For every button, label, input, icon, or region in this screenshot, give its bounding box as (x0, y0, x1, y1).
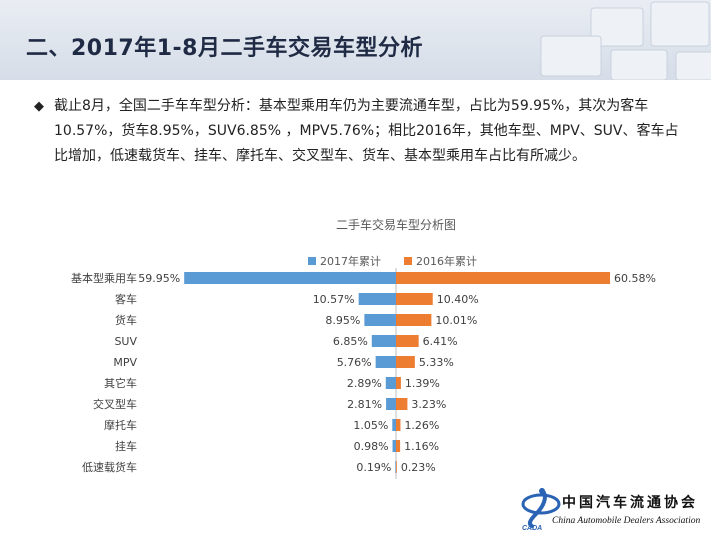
bar-2017-5 (385, 377, 396, 389)
data-label-2017-7: 1.05% (353, 419, 388, 432)
data-label-2016-8: 1.16% (404, 440, 439, 453)
data-label-2017-3: 6.85% (333, 335, 368, 348)
chart-title: 二手车交易车型分析图 (336, 217, 456, 232)
category-label-7: 摩托车 (104, 418, 137, 432)
cada-emblem-icon: CADA (521, 488, 561, 532)
bullet-diamond-icon: ◆ (34, 99, 44, 114)
legend-label-0: 2017年累计 (320, 254, 381, 268)
data-label-2016-0: 60.58% (614, 272, 656, 285)
category-label-6: 交叉型车 (93, 397, 137, 411)
header-banner: 二、2017年1-8月二手车交易车型分析 (0, 0, 711, 80)
data-label-2017-8: 0.98% (354, 440, 389, 453)
data-label-2016-7: 1.26% (404, 419, 439, 432)
data-label-2016-3: 6.41% (423, 335, 458, 348)
logo-name-cn: 中国汽车流通协会 (562, 495, 698, 511)
bar-2017-0 (184, 272, 396, 284)
legend-swatch-0 (308, 257, 316, 265)
svg-text:CADA: CADA (522, 525, 542, 532)
data-label-2016-5: 1.39% (405, 377, 440, 390)
bar-2016-1 (396, 293, 433, 305)
bar-2017-9 (395, 461, 396, 473)
bar-2016-4 (396, 356, 415, 368)
category-label-0: 基本型乘用车 (71, 271, 137, 285)
category-label-1: 客车 (115, 292, 137, 306)
legend-swatch-1 (404, 257, 412, 265)
data-label-2017-9: 0.19% (356, 461, 391, 474)
bar-2016-0 (396, 272, 611, 284)
data-label-2017-6: 2.81% (347, 398, 382, 411)
bar-2016-9 (396, 461, 397, 473)
data-label-2017-2: 8.95% (325, 314, 360, 327)
data-label-2016-1: 10.40% (437, 293, 479, 306)
butterfly-bar-chart: 二手车交易车型分析图 2017年累计 2016年累计 基本型乘用车 59.95% 60… (71, 217, 656, 479)
logo-name-en: China Automobile Dealers Association (552, 516, 701, 526)
bar-2017-3 (371, 335, 396, 347)
data-label-2017-4: 5.76% (337, 356, 372, 369)
category-label-5: 其它车 (104, 376, 137, 390)
header-decoration (540, 1, 711, 80)
category-label-4: MPV (113, 356, 137, 369)
bar-2016-7 (396, 419, 401, 431)
data-label-2017-0: 59.95% (138, 272, 180, 285)
bar-2017-7 (392, 419, 396, 431)
legend-label-1: 2016年累计 (416, 254, 477, 268)
data-label-2016-2: 10.01% (435, 314, 477, 327)
data-label-2017-5: 2.89% (347, 377, 382, 390)
category-label-2: 货车 (115, 313, 137, 327)
data-label-2016-4: 5.33% (419, 356, 454, 369)
chart-legend: 2017年累计 2016年累计 (308, 254, 477, 268)
bar-2016-3 (396, 335, 419, 347)
data-label-2016-6: 3.23% (411, 398, 446, 411)
data-label-2016-9: 0.23% (401, 461, 436, 474)
cada-logo: CADA (518, 486, 708, 534)
bar-2016-2 (396, 314, 432, 326)
bar-2016-5 (396, 377, 401, 389)
bar-2016-8 (396, 440, 401, 452)
page-title: 二、2017年1-8月二手车交易车型分析 (26, 36, 423, 61)
bar-2017-8 (392, 440, 396, 452)
bar-2017-1 (358, 293, 396, 305)
bar-2017-6 (386, 398, 396, 410)
bar-2016-6 (396, 398, 408, 410)
data-label-2017-1: 10.57% (313, 293, 355, 306)
bar-2017-2 (364, 314, 396, 326)
category-label-3: SUV (114, 335, 137, 348)
category-label-9: 低速载货车 (82, 460, 137, 474)
plot-area: 基本型乘用车 59.95% 60.58% 客车 10.57% 10.40% 货车 8.95% 1… (71, 268, 656, 479)
summary-paragraph: 截止8月，全国二手车车型分析：基本型乘用车仍为主要流通车型，占比为59.95%，… (54, 98, 679, 164)
bar-2017-4 (375, 356, 396, 368)
category-label-8: 挂车 (115, 439, 137, 453)
